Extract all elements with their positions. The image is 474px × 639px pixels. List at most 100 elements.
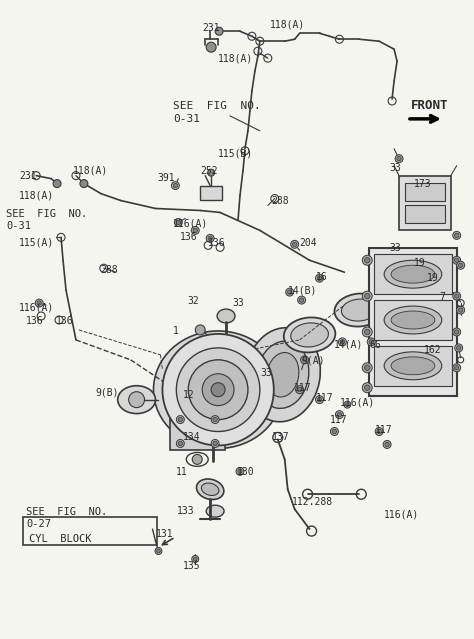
Circle shape	[362, 291, 372, 301]
Bar	[374, 346, 452, 386]
Circle shape	[191, 226, 199, 235]
Circle shape	[455, 233, 459, 238]
Text: 288: 288	[272, 196, 290, 206]
Circle shape	[192, 454, 202, 465]
Circle shape	[238, 469, 242, 473]
Circle shape	[369, 340, 374, 344]
Circle shape	[362, 255, 372, 265]
Ellipse shape	[284, 318, 336, 353]
Circle shape	[332, 429, 337, 434]
Circle shape	[291, 240, 299, 249]
Bar	[405, 183, 445, 201]
Circle shape	[362, 327, 372, 337]
Text: 33: 33	[389, 163, 401, 173]
Text: 391: 391	[157, 173, 175, 183]
Text: 19: 19	[427, 273, 438, 283]
Circle shape	[128, 392, 145, 408]
Circle shape	[337, 412, 342, 417]
Circle shape	[362, 383, 372, 393]
Circle shape	[316, 274, 323, 282]
Circle shape	[176, 348, 260, 431]
Text: 288: 288	[101, 265, 118, 275]
Circle shape	[365, 293, 370, 299]
Circle shape	[456, 346, 461, 350]
Circle shape	[453, 292, 461, 300]
Bar	[405, 206, 445, 224]
Ellipse shape	[266, 353, 299, 397]
Text: SEE  FIG  NO.: SEE FIG NO.	[173, 101, 261, 111]
Text: 117: 117	[329, 415, 347, 424]
Circle shape	[458, 308, 463, 312]
Text: SEE  FIG  NO.: SEE FIG NO.	[26, 507, 108, 517]
Ellipse shape	[118, 386, 155, 413]
Ellipse shape	[391, 265, 435, 283]
Circle shape	[385, 442, 389, 447]
Ellipse shape	[384, 352, 442, 380]
Ellipse shape	[384, 306, 442, 334]
Circle shape	[317, 397, 322, 402]
Circle shape	[213, 442, 217, 445]
Circle shape	[176, 440, 184, 447]
Circle shape	[377, 429, 382, 434]
Text: 118(A): 118(A)	[218, 53, 254, 63]
Bar	[369, 249, 457, 396]
Text: 33: 33	[389, 243, 401, 253]
Circle shape	[453, 231, 461, 240]
Text: 32: 32	[187, 296, 199, 306]
Circle shape	[193, 557, 197, 561]
Text: 117: 117	[294, 383, 311, 393]
Text: 33: 33	[260, 368, 272, 378]
Bar	[23, 517, 157, 545]
Text: 134: 134	[183, 431, 201, 442]
Text: 116(A): 116(A)	[19, 302, 55, 312]
Text: 11: 11	[175, 467, 187, 477]
Circle shape	[301, 356, 309, 364]
Text: 118(A): 118(A)	[73, 166, 108, 176]
Circle shape	[344, 401, 351, 408]
Circle shape	[302, 358, 307, 362]
Circle shape	[367, 338, 375, 346]
Circle shape	[163, 334, 274, 445]
Ellipse shape	[291, 323, 328, 347]
Text: 14(A): 14(A)	[333, 340, 363, 350]
Circle shape	[236, 467, 244, 475]
Circle shape	[53, 180, 61, 188]
Ellipse shape	[341, 299, 377, 321]
Circle shape	[455, 330, 459, 334]
Circle shape	[172, 181, 179, 190]
Circle shape	[383, 440, 391, 449]
Circle shape	[202, 374, 234, 406]
Circle shape	[455, 344, 463, 352]
Circle shape	[340, 340, 345, 344]
Circle shape	[346, 403, 349, 406]
Circle shape	[336, 411, 343, 419]
Text: 118(A): 118(A)	[19, 190, 55, 201]
Text: 116(A): 116(A)	[339, 397, 374, 408]
Circle shape	[206, 235, 214, 242]
Circle shape	[317, 276, 322, 281]
Circle shape	[365, 385, 370, 390]
Ellipse shape	[206, 505, 224, 517]
Circle shape	[365, 365, 370, 371]
Circle shape	[453, 328, 461, 336]
Text: 130: 130	[237, 467, 255, 477]
Circle shape	[395, 155, 403, 163]
Text: 1: 1	[173, 326, 178, 336]
Text: 135: 135	[183, 561, 201, 571]
Circle shape	[192, 555, 199, 562]
Text: 115(A): 115(A)	[19, 237, 55, 247]
Text: 231: 231	[202, 23, 220, 33]
Circle shape	[188, 360, 248, 420]
Text: 118(A): 118(A)	[270, 19, 305, 29]
Bar	[374, 254, 452, 294]
Circle shape	[362, 363, 372, 373]
Bar	[374, 300, 452, 340]
Circle shape	[208, 169, 215, 176]
Circle shape	[300, 298, 304, 302]
Ellipse shape	[201, 483, 219, 495]
Circle shape	[288, 290, 292, 295]
Text: 66: 66	[369, 340, 381, 350]
Circle shape	[458, 263, 463, 268]
Ellipse shape	[154, 331, 283, 449]
Ellipse shape	[384, 260, 442, 288]
